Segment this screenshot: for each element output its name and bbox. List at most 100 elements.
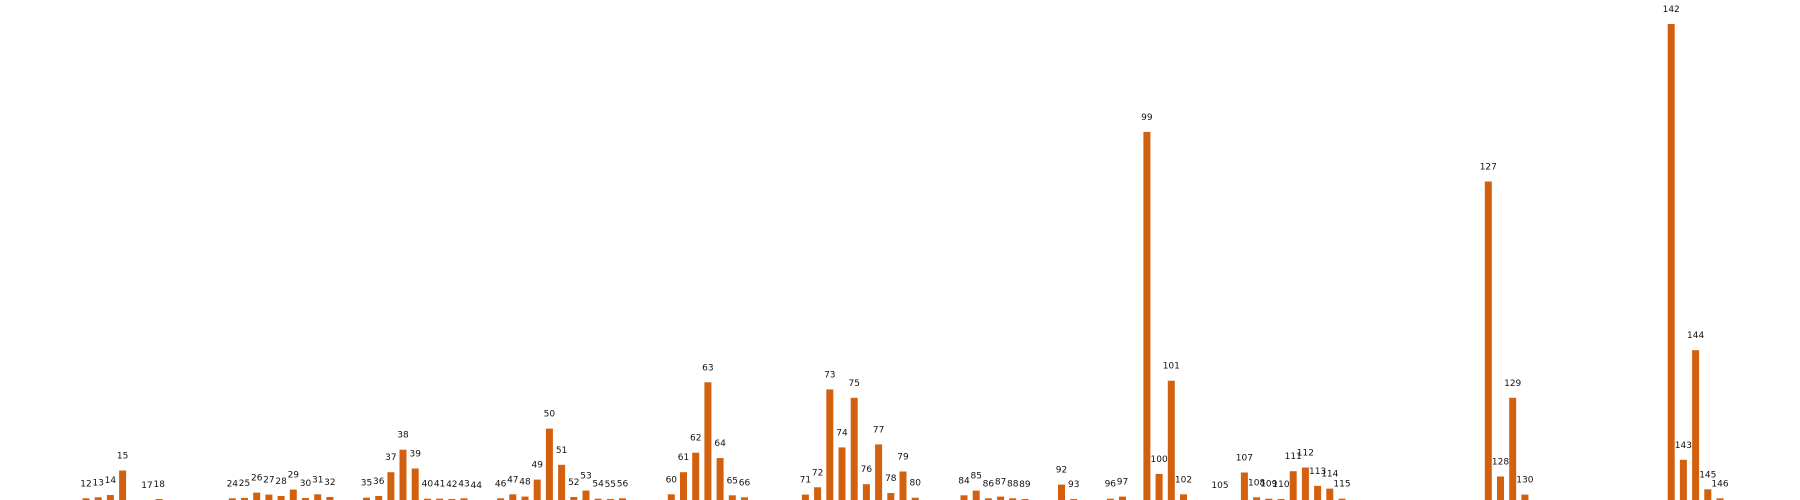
bar-label-99: 99 xyxy=(1141,113,1153,123)
bar-28 xyxy=(277,496,285,500)
bar-label-114: 114 xyxy=(1321,470,1338,480)
bar-79 xyxy=(899,471,907,500)
bar-label-56: 56 xyxy=(617,479,629,489)
bar-143 xyxy=(1679,459,1687,500)
bar-label-66: 66 xyxy=(739,478,751,488)
bar-144 xyxy=(1692,350,1700,500)
bar-12 xyxy=(82,498,90,500)
bar-51 xyxy=(558,464,566,500)
bar-label-79: 79 xyxy=(897,453,909,463)
bar-31 xyxy=(314,494,322,500)
bar-99 xyxy=(1143,131,1151,500)
bar-label-65: 65 xyxy=(727,476,738,486)
bar-label-87: 87 xyxy=(995,478,1006,488)
bar-52 xyxy=(570,497,578,500)
bar-47 xyxy=(509,494,517,500)
bar-61 xyxy=(680,472,687,500)
bar-label-96: 96 xyxy=(1105,480,1117,490)
bar-label-52: 52 xyxy=(568,478,579,488)
bar-96 xyxy=(1106,498,1114,500)
bar-label-62: 62 xyxy=(690,434,701,444)
bar-label-105: 105 xyxy=(1211,481,1228,491)
bar-label-44: 44 xyxy=(470,481,482,491)
bar-label-102: 102 xyxy=(1175,475,1192,485)
bar-63 xyxy=(704,382,712,500)
bar-145 xyxy=(1704,489,1712,500)
bar-label-108: 108 xyxy=(1248,478,1265,488)
bar-label-107: 107 xyxy=(1236,454,1253,464)
bar-label-47: 47 xyxy=(507,475,518,485)
bar-46 xyxy=(497,498,505,500)
bar-label-50: 50 xyxy=(544,410,556,420)
bar-66 xyxy=(741,497,748,500)
bar-label-145: 145 xyxy=(1699,470,1716,480)
bar-41 xyxy=(436,498,444,500)
bar-label-27: 27 xyxy=(263,476,274,486)
bar-87 xyxy=(997,496,1005,500)
bar-129 xyxy=(1509,397,1517,500)
bar-label-129: 129 xyxy=(1504,379,1521,389)
bar-label-24: 24 xyxy=(227,479,239,489)
bar-label-46: 46 xyxy=(495,479,507,489)
bar-label-143: 143 xyxy=(1675,441,1692,451)
bar-label-48: 48 xyxy=(519,478,531,488)
bar-60 xyxy=(667,494,675,500)
bar-label-74: 74 xyxy=(836,428,848,438)
bar-73 xyxy=(826,389,834,500)
bar-113 xyxy=(1314,485,1322,500)
bar-72 xyxy=(814,487,822,500)
bar-label-53: 53 xyxy=(580,472,591,482)
bar-111 xyxy=(1289,471,1297,500)
bar-80 xyxy=(911,497,919,500)
bar-label-76: 76 xyxy=(861,465,873,475)
bar-label-31: 31 xyxy=(312,475,323,485)
bar-39 xyxy=(411,468,419,500)
bar-label-28: 28 xyxy=(275,477,287,487)
bar-label-64: 64 xyxy=(714,439,726,449)
bar-36 xyxy=(375,496,383,500)
bar-label-37: 37 xyxy=(385,453,396,463)
bar-53 xyxy=(582,490,590,500)
bar-26 xyxy=(253,492,261,500)
bar-label-36: 36 xyxy=(373,477,385,487)
bar-38 xyxy=(399,449,407,500)
bar-label-111: 111 xyxy=(1285,452,1302,462)
bar-label-38: 38 xyxy=(397,431,409,441)
bar-84 xyxy=(960,495,968,500)
bar-label-88: 88 xyxy=(1007,479,1019,489)
bar-label-39: 39 xyxy=(409,450,421,460)
bar-label-78: 78 xyxy=(885,474,897,484)
bar-label-84: 84 xyxy=(958,476,970,486)
bar-label-97: 97 xyxy=(1117,478,1128,488)
bar-114 xyxy=(1326,488,1334,500)
bar-label-73: 73 xyxy=(824,370,835,380)
bar-label-128: 128 xyxy=(1492,458,1509,468)
bar-label-51: 51 xyxy=(556,446,567,456)
bar-107 xyxy=(1240,472,1248,500)
bar-24 xyxy=(228,498,236,500)
bar-label-29: 29 xyxy=(288,471,300,481)
bar-label-89: 89 xyxy=(1019,480,1031,490)
bar-label-146: 146 xyxy=(1711,479,1728,489)
bar-48 xyxy=(521,496,529,500)
bar-label-142: 142 xyxy=(1663,5,1680,15)
bar-label-100: 100 xyxy=(1151,455,1168,465)
bar-27 xyxy=(265,494,273,500)
bar-label-72: 72 xyxy=(812,468,823,478)
bar-101 xyxy=(1167,380,1175,500)
bar-74 xyxy=(838,447,846,500)
bar-label-127: 127 xyxy=(1480,163,1497,173)
bar-label-80: 80 xyxy=(909,479,921,489)
bar-label-115: 115 xyxy=(1333,480,1350,490)
bar-65 xyxy=(728,495,736,500)
bar-109 xyxy=(1265,498,1273,500)
bar-label-63: 63 xyxy=(702,363,713,373)
bar-label-113: 113 xyxy=(1309,467,1326,477)
bar-label-32: 32 xyxy=(324,478,335,488)
bar-label-75: 75 xyxy=(848,379,859,389)
bar-14 xyxy=(106,495,114,500)
bar-78 xyxy=(887,493,895,500)
bar-label-40: 40 xyxy=(422,480,434,490)
